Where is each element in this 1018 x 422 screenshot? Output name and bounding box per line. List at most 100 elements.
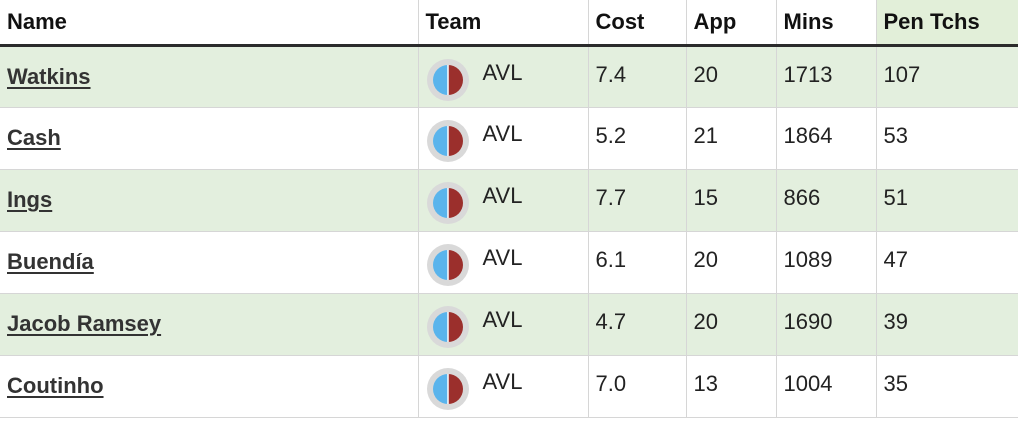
name-cell: Cash (0, 107, 418, 170)
mins-value: 1713 (783, 61, 833, 87)
team-colors-icon-svg (432, 64, 463, 95)
pen-tchs-value: 39 (883, 309, 908, 334)
pen-tchs-cell: 107 (875, 45, 1018, 108)
header-cost[interactable]: Cost (587, 0, 686, 47)
app-value: 20 (693, 247, 718, 272)
team-label: AVL (482, 245, 523, 270)
table-header: Name Team Cost App Mins Pen Tchs (0, 0, 1018, 47)
team-colors-icon (426, 244, 469, 286)
table-row: Cash AVL 5.2 21 1864 53 (0, 107, 1018, 170)
team-cell: AVL (417, 231, 588, 294)
mins-cell: 1690 (775, 293, 876, 356)
cost-cell: 7.4 (587, 45, 686, 108)
header-mins[interactable]: Mins (775, 0, 876, 47)
cost-value: 6.1 (595, 247, 627, 272)
app-cell: 20 (685, 293, 776, 356)
mins-cell: 1089 (775, 231, 876, 294)
mins-cell: 1864 (775, 107, 876, 170)
team-cell: AVL (417, 169, 588, 232)
player-name-link[interactable]: Buendía (7, 249, 94, 274)
pen-tchs-cell: 53 (875, 107, 1018, 170)
team-colors-icon (426, 120, 469, 162)
header-team[interactable]: Team (417, 0, 588, 47)
team-label: AVL (482, 369, 523, 394)
cost-cell: 4.7 (587, 293, 686, 356)
mins-cell: 866 (775, 169, 876, 232)
player-name-link[interactable]: Cash (7, 125, 61, 150)
team-colors-icon (426, 182, 469, 224)
app-cell: 20 (685, 231, 776, 294)
pen-tchs-cell: 51 (875, 169, 1018, 232)
team-colors-icon-svg (432, 374, 463, 404)
team-colors-icon-svg (432, 188, 463, 218)
cost-value: 7.7 (595, 185, 627, 210)
mins-value: 1690 (783, 309, 833, 334)
team-label: AVL (482, 59, 523, 85)
pen-tchs-value: 107 (883, 61, 921, 87)
mins-cell: 1004 (775, 355, 876, 418)
cost-value: 5.2 (595, 123, 627, 148)
app-value: 15 (693, 185, 718, 210)
mins-cell: 1713 (775, 45, 876, 108)
app-cell: 15 (685, 169, 776, 232)
name-cell: Watkins (0, 45, 418, 108)
pen-tchs-value: 35 (883, 371, 908, 396)
pen-tchs-cell: 47 (875, 231, 1018, 294)
team-wrap: AVL (426, 56, 588, 101)
header-row: Name Team Cost App Mins Pen Tchs (0, 0, 1018, 47)
cost-cell: 7.7 (587, 169, 686, 232)
cost-value: 7.0 (595, 371, 627, 396)
team-wrap: AVL (426, 241, 588, 286)
header-app[interactable]: App (685, 0, 776, 47)
app-cell: 13 (685, 355, 776, 418)
cost-cell: 7.0 (587, 355, 686, 418)
header-pen-tchs[interactable]: Pen Tchs (875, 0, 1018, 47)
team-cell: AVL (417, 107, 588, 170)
team-wrap: AVL (426, 365, 588, 410)
app-value: 20 (693, 309, 718, 334)
player-name-link[interactable]: Watkins (7, 63, 91, 89)
name-cell: Ings (0, 169, 418, 232)
pen-tchs-cell: 35 (875, 355, 1018, 418)
name-cell: Coutinho (0, 355, 418, 418)
team-colors-icon-svg (432, 250, 463, 280)
mins-value: 1864 (783, 123, 833, 148)
app-cell: 21 (685, 107, 776, 170)
team-label: AVL (482, 183, 523, 208)
team-wrap: AVL (426, 179, 588, 224)
team-label: AVL (482, 307, 523, 332)
team-cell: AVL (417, 45, 588, 108)
player-name-link[interactable]: Jacob Ramsey (7, 311, 162, 336)
cost-value: 4.7 (595, 309, 627, 334)
table-row: Ings AVL 7.7 15 866 51 (0, 169, 1018, 232)
table-row: Buendía AVL 6.1 20 1089 47 (0, 231, 1018, 294)
team-label: AVL (482, 121, 523, 146)
mins-value: 1004 (783, 371, 833, 396)
team-cell: AVL (417, 293, 588, 356)
team-cell: AVL (417, 355, 588, 418)
cost-cell: 6.1 (587, 231, 686, 294)
team-colors-icon (426, 306, 469, 348)
table-body: Watkins AVL 7.4 20 1713 107 Cash (0, 45, 1018, 418)
pen-tchs-cell: 39 (875, 293, 1018, 356)
pen-tchs-value: 47 (883, 247, 908, 272)
header-name[interactable]: Name (0, 0, 418, 47)
app-cell: 20 (685, 45, 776, 108)
name-cell: Buendía (0, 231, 418, 294)
team-colors-icon (426, 368, 469, 410)
team-wrap: AVL (426, 303, 588, 348)
player-name-link[interactable]: Coutinho (7, 373, 104, 398)
app-value: 13 (693, 371, 718, 396)
team-colors-icon-svg (432, 126, 463, 156)
player-name-link[interactable]: Ings (7, 187, 53, 212)
table-row: Coutinho AVL 7.0 13 1004 35 (0, 355, 1018, 418)
mins-value: 866 (783, 185, 821, 210)
app-value: 21 (693, 123, 718, 148)
table-row: Jacob Ramsey AVL 4.7 20 1690 39 (0, 293, 1018, 356)
pen-tchs-value: 51 (883, 185, 908, 210)
app-value: 20 (693, 61, 718, 87)
pen-tchs-value: 53 (883, 123, 908, 148)
mins-value: 1089 (783, 247, 833, 272)
team-colors-icon-svg (432, 312, 463, 342)
